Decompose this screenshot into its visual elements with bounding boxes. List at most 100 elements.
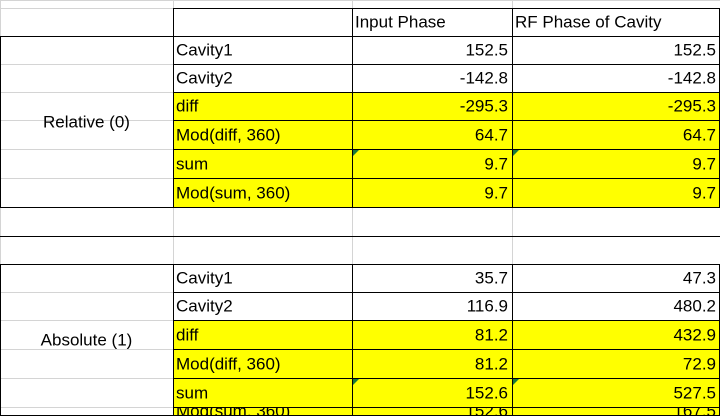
- grid-line: [352, 8, 353, 36]
- grid-line: [512, 264, 513, 416]
- relative-input-phase-value-text: 152.5: [465, 40, 508, 60]
- relative-rf-phase-value[interactable]: 64.7: [512, 120, 720, 149]
- relative-rf-phase-value-text: 64.7: [682, 125, 716, 144]
- relative-row-label-text: Cavity1: [176, 40, 233, 60]
- relative-row-label[interactable]: Cavity2: [173, 64, 352, 92]
- absolute-rf-phase-value[interactable]: 167.5: [512, 407, 720, 415]
- grid-line: [352, 264, 353, 416]
- absolute-input-phase-value-text: 116.9: [466, 296, 508, 316]
- relative-input-phase-value[interactable]: -295.3: [352, 92, 512, 120]
- relative-input-phase-value-text: 9.7: [484, 183, 508, 202]
- absolute-row-label-text: Cavity1: [176, 268, 233, 288]
- absolute-row-label-text: Cavity2: [176, 296, 233, 316]
- absolute-rf-phase-value-text: 480.2: [673, 296, 716, 316]
- relative-row-label[interactable]: Cavity1: [173, 36, 352, 64]
- relative-group-label[interactable]: Relative (0): [0, 36, 173, 207]
- relative-row-label-text: sum: [176, 154, 209, 173]
- relative-rf-phase-value[interactable]: 9.7: [512, 149, 720, 178]
- absolute-rf-phase-value-text: 527.5: [673, 383, 716, 402]
- grid-line: [173, 120, 720, 121]
- grid-line: [173, 149, 720, 150]
- absolute-input-phase-value[interactable]: 81.2: [352, 320, 512, 349]
- absolute-input-phase-value[interactable]: 35.7: [352, 264, 512, 292]
- grid-line: [173, 36, 174, 208]
- header-cell-blank[interactable]: [173, 8, 352, 36]
- grid-line: [0, 264, 1, 416]
- grid-line: [173, 320, 720, 321]
- absolute-rf-phase-value[interactable]: 527.5: [512, 378, 720, 407]
- header-rf-phase[interactable]: RF Phase of Cavity: [512, 8, 720, 36]
- header-input-phase[interactable]: Input Phase: [352, 8, 512, 36]
- relative-rf-phase-value-text: 9.7: [692, 183, 716, 202]
- grid-line: [173, 8, 174, 36]
- absolute-input-phase-value[interactable]: 152.6: [352, 378, 512, 407]
- absolute-input-phase-value[interactable]: 81.2: [352, 349, 512, 378]
- absolute-row-label[interactable]: Cavity2: [173, 292, 352, 320]
- relative-input-phase-value-text: -295.3: [459, 96, 508, 116]
- absolute-row-label[interactable]: sum: [173, 378, 352, 407]
- relative-row-label[interactable]: Mod(sum, 360): [173, 178, 352, 207]
- header-input-phase-text: Input Phase: [355, 12, 446, 32]
- relative-input-phase-value[interactable]: 9.7: [352, 178, 512, 207]
- absolute-rf-phase-value[interactable]: 72.9: [512, 349, 720, 378]
- absolute-row-label-text: Mod(sum, 360): [176, 407, 290, 415]
- absolute-input-phase-value-text: 81.2: [474, 325, 508, 344]
- relative-row-label-text: Mod(sum, 360): [176, 183, 291, 202]
- grid-line: [173, 407, 720, 408]
- relative-row-label-text: diff: [176, 96, 199, 116]
- absolute-input-phase-value[interactable]: 116.9: [352, 292, 512, 320]
- relative-rf-phase-value[interactable]: -142.8: [512, 64, 720, 92]
- absolute-input-phase-value[interactable]: 152.6: [352, 407, 512, 415]
- relative-input-phase-value-text: 64.7: [474, 125, 508, 144]
- absolute-rf-phase-value-text: 167.5: [673, 407, 716, 415]
- relative-rf-phase-value[interactable]: 152.5: [512, 36, 720, 64]
- grid-line: [173, 64, 720, 65]
- relative-row-label[interactable]: Mod(diff, 360): [173, 120, 352, 149]
- grid-line: [0, 36, 173, 37]
- relative-row-label[interactable]: diff: [173, 92, 352, 120]
- relative-rf-phase-value-text: -295.3: [667, 96, 716, 116]
- relative-group-label-text: Relative (0): [43, 112, 130, 131]
- absolute-input-phase-value-text: 35.7: [474, 268, 508, 288]
- relative-input-phase-value-text: 9.7: [484, 154, 508, 173]
- grid-line: [173, 292, 720, 293]
- grid-line: [173, 207, 720, 208]
- absolute-group-label[interactable]: Absolute (1): [0, 264, 173, 415]
- absolute-row-label[interactable]: Cavity1: [173, 264, 352, 292]
- absolute-rf-phase-value[interactable]: 47.3: [512, 264, 720, 292]
- error-indicator-icon: [512, 378, 520, 386]
- grid-line: [512, 8, 513, 36]
- absolute-row-label-text: sum: [176, 383, 209, 402]
- grid-line: [173, 36, 720, 37]
- absolute-input-phase-value-text: 81.2: [474, 354, 508, 373]
- relative-input-phase-value[interactable]: 9.7: [352, 149, 512, 178]
- grid-line: [173, 349, 720, 350]
- error-indicator-icon: [352, 149, 360, 157]
- grid-line: [173, 92, 720, 93]
- relative-input-phase-value[interactable]: 64.7: [352, 120, 512, 149]
- header-rf-phase-text: RF Phase of Cavity: [515, 12, 662, 32]
- grid-line: [173, 264, 720, 265]
- absolute-input-phase-value-text: 152.6: [465, 407, 508, 415]
- grid-line: [352, 36, 353, 208]
- relative-row-label[interactable]: sum: [173, 149, 352, 178]
- relative-row-label-text: Mod(diff, 360): [176, 125, 281, 144]
- absolute-group-label-text: Absolute (1): [40, 330, 133, 349]
- absolute-row-label[interactable]: diff: [173, 320, 352, 349]
- relative-row-label-text: Cavity2: [176, 68, 233, 88]
- absolute-row-label[interactable]: Mod(diff, 360): [173, 349, 352, 378]
- absolute-rf-phase-value[interactable]: 432.9: [512, 320, 720, 349]
- error-indicator-icon: [512, 149, 520, 157]
- relative-rf-phase-value[interactable]: -295.3: [512, 92, 720, 120]
- relative-rf-phase-value[interactable]: 9.7: [512, 178, 720, 207]
- absolute-input-phase-value-text: 152.6: [465, 383, 508, 402]
- error-indicator-icon: [352, 378, 360, 386]
- relative-input-phase-value[interactable]: -142.8: [352, 64, 512, 92]
- relative-input-phase-value[interactable]: 152.5: [352, 36, 512, 64]
- grid-line: [0, 264, 173, 265]
- grid-line: [173, 8, 720, 9]
- absolute-row-label[interactable]: Mod(sum, 360): [173, 407, 352, 415]
- grid-line: [0, 36, 1, 208]
- absolute-rf-phase-value[interactable]: 480.2: [512, 292, 720, 320]
